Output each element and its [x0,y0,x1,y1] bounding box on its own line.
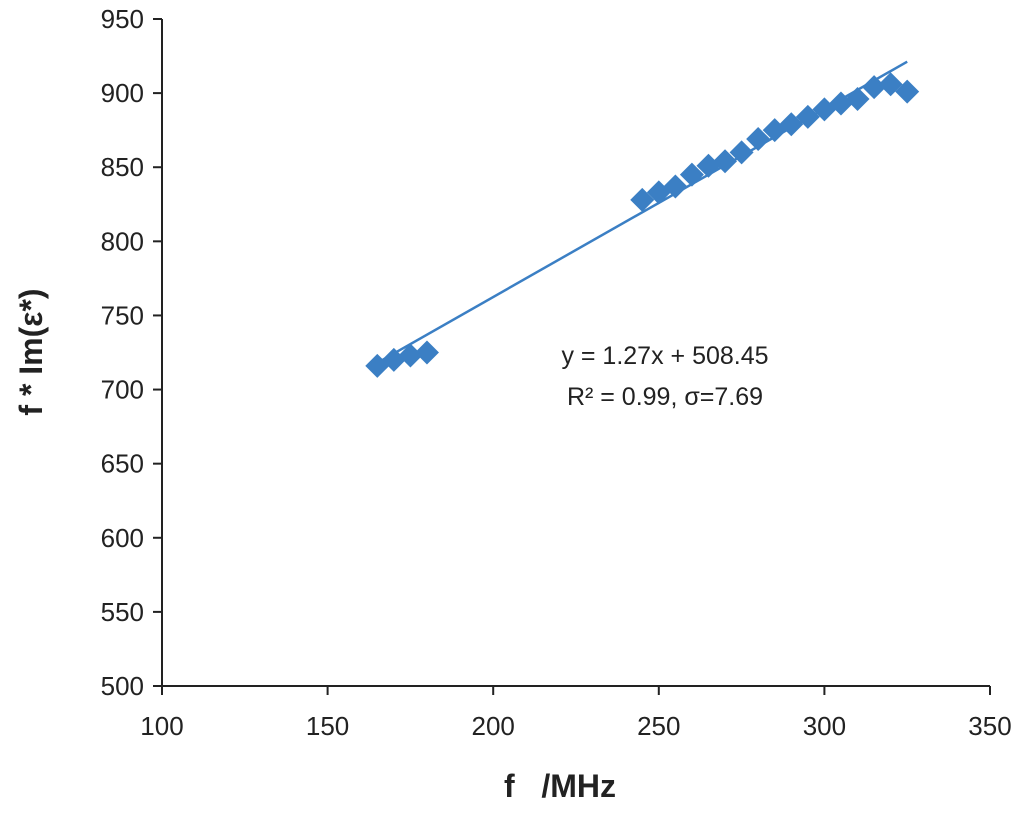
data-point [713,149,738,174]
x-axis-ticks: 100 150 200 250 300 350 [140,686,1012,741]
y-tick-label: 700 [101,375,144,405]
data-point [895,79,920,104]
y-tick-label: 800 [101,226,144,256]
y-tick-label: 850 [101,152,144,182]
x-axis-title: f /MHz [504,768,616,804]
y-tick-label: 650 [101,449,144,479]
x-tick-label: 100 [140,711,183,741]
x-tick-label: 150 [306,711,349,741]
data-points [365,72,920,378]
y-axis-ticks: 500 550 600 650 700 750 800 850 900 950 [101,4,162,701]
y-tick-label: 900 [101,78,144,108]
y-tick-label: 750 [101,300,144,330]
y-axis-title: f * Im(ε*) [13,288,49,415]
data-point [381,347,406,372]
data-point [663,174,688,199]
data-point [696,153,721,178]
data-point [746,127,771,152]
data-point [679,162,704,187]
equation-annotation: y = 1.27x + 508.45 [561,342,768,370]
r-squared-annotation: R² = 0.99, σ=7.69 [567,383,763,411]
y-tick-label: 500 [101,671,144,701]
data-point [862,75,887,100]
x-tick-label: 200 [472,711,515,741]
data-point [762,118,787,143]
data-point [828,91,853,116]
y-tick-label: 950 [101,4,144,34]
y-tick-label: 550 [101,597,144,627]
x-tick-label: 350 [968,711,1011,741]
y-tick-label: 600 [101,523,144,553]
x-tick-label: 300 [803,711,846,741]
data-point [729,140,754,165]
data-point [414,340,439,365]
data-point [845,87,870,112]
x-tick-label: 250 [637,711,680,741]
data-point [398,343,423,368]
